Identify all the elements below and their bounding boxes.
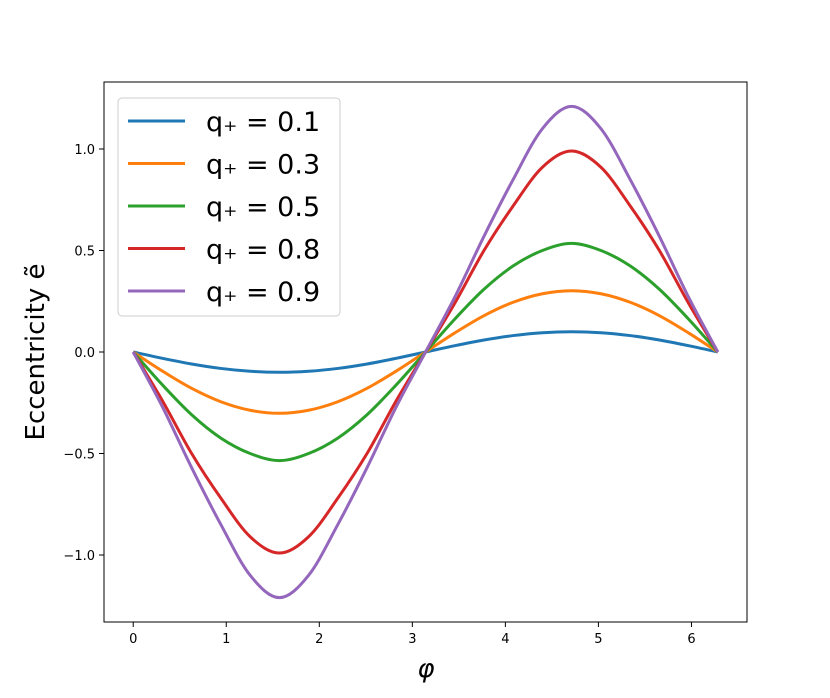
x-tick-label: 4 <box>501 632 509 647</box>
y-tick-label: 0.0 <box>74 346 95 361</box>
y-axis-label: Eccentricity ẽ <box>21 264 51 441</box>
legend-label-1: q₊ = 0.3 <box>206 150 320 181</box>
legend-label-3: q₊ = 0.8 <box>206 235 320 266</box>
legend-label-0: q₊ = 0.1 <box>206 107 320 138</box>
x-tick-label: 3 <box>408 632 416 647</box>
legend-label-4: q₊ = 0.9 <box>206 277 320 308</box>
x-axis-label: φ <box>417 654 434 684</box>
x-tick-label: 5 <box>594 632 602 647</box>
y-tick-label: −0.5 <box>63 448 95 463</box>
y-axis-ticks: −1.0 −0.5 0.0 0.5 1.0 <box>63 143 104 564</box>
series-lines <box>131 104 720 600</box>
series-line-4 <box>131 104 720 600</box>
x-tick-label: 2 <box>315 632 323 647</box>
y-tick-label: −1.0 <box>63 549 95 564</box>
y-tick-label: 1.0 <box>74 143 95 158</box>
legend-label-2: q₊ = 0.5 <box>206 192 320 223</box>
plot-area-frame <box>103 81 748 623</box>
x-axis-ticks: 0 1 2 3 4 5 6 <box>129 622 696 647</box>
legend: q₊ = 0.1 q₊ = 0.3 q₊ = 0.5 q₊ = 0.8 q₊ = 0.9 <box>117 97 341 317</box>
legend-box <box>117 97 341 317</box>
x-tick-label: 1 <box>222 632 230 647</box>
x-tick-label: 0 <box>129 632 137 647</box>
x-tick-label: 6 <box>687 632 695 647</box>
y-tick-label: 0.5 <box>74 244 95 259</box>
